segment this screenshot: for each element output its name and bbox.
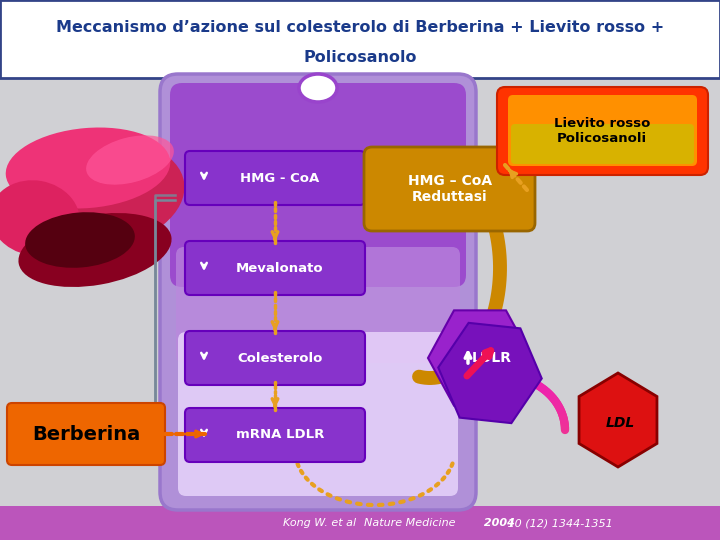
Polygon shape [438, 323, 541, 423]
Ellipse shape [6, 127, 170, 208]
FancyBboxPatch shape [508, 95, 697, 166]
Text: mRNA LDLR: mRNA LDLR [236, 429, 324, 442]
Text: Berberina: Berberina [32, 424, 140, 443]
FancyBboxPatch shape [160, 74, 476, 510]
Ellipse shape [0, 180, 80, 256]
FancyBboxPatch shape [185, 241, 365, 295]
Text: LDL: LDL [606, 416, 634, 430]
Text: Nature Medicine: Nature Medicine [364, 518, 456, 528]
Ellipse shape [6, 139, 184, 251]
Text: HMG – CoA
Reduttasi: HMG – CoA Reduttasi [408, 174, 492, 204]
Ellipse shape [19, 213, 171, 287]
FancyBboxPatch shape [178, 332, 458, 496]
Ellipse shape [25, 212, 135, 268]
Text: 10 (12) 1344-1351: 10 (12) 1344-1351 [504, 518, 613, 528]
FancyBboxPatch shape [176, 247, 460, 363]
Ellipse shape [86, 136, 174, 185]
Text: Kong W. et al: Kong W. et al [284, 518, 360, 528]
FancyBboxPatch shape [7, 403, 165, 465]
Text: Policosanolo: Policosanolo [303, 51, 417, 65]
FancyBboxPatch shape [497, 87, 708, 175]
Text: Mevalonato: Mevalonato [236, 261, 324, 274]
FancyBboxPatch shape [511, 124, 694, 164]
Bar [0, 78, 720, 506]
Text: Colesterolo: Colesterolo [238, 352, 323, 365]
Text: HMG - CoA: HMG - CoA [240, 172, 320, 185]
Ellipse shape [299, 74, 337, 102]
Bar [0, 0, 720, 78]
Text: Lievito rosso
Policosanoli: Lievito rosso Policosanoli [554, 117, 650, 145]
Text: LDLR: LDLR [472, 351, 512, 365]
FancyBboxPatch shape [185, 331, 365, 385]
Text: 2004: 2004 [480, 518, 515, 528]
FancyBboxPatch shape [170, 83, 466, 287]
Bar [0, 506, 720, 540]
FancyBboxPatch shape [185, 151, 365, 205]
FancyBboxPatch shape [185, 408, 365, 462]
Text: Meccanismo d’azione sul colesterolo di Berberina + Lievito rosso +: Meccanismo d’azione sul colesterolo di B… [56, 21, 664, 36]
Polygon shape [428, 310, 532, 406]
Polygon shape [579, 373, 657, 467]
FancyBboxPatch shape [364, 147, 535, 231]
